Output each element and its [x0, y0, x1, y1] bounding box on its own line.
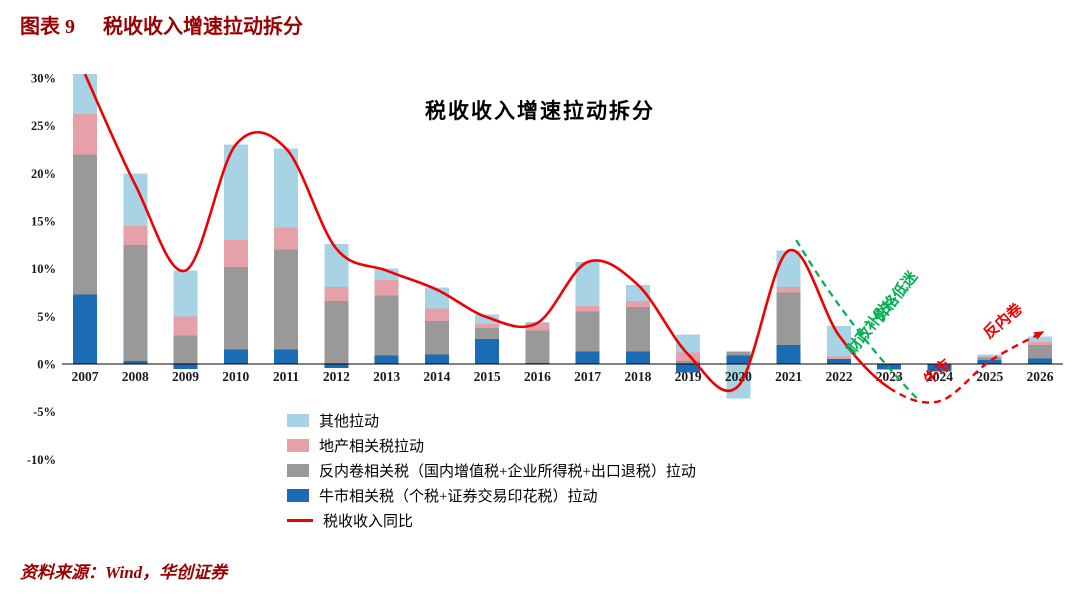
legend-swatch-other — [287, 414, 309, 427]
svg-text:2017: 2017 — [574, 369, 601, 384]
legend-swatch-bull-market-tax — [287, 489, 309, 502]
svg-text:2022: 2022 — [825, 369, 852, 384]
figure-header: 图表 9 税收收入增速拉动拆分 — [20, 10, 303, 39]
svg-text:-5%: -5% — [33, 405, 56, 419]
svg-text:2016: 2016 — [524, 369, 551, 384]
svg-text:2012: 2012 — [323, 369, 350, 384]
legend: 其他拉动 地产相关税拉动 反内卷相关税（国内增值税+企业所得税+出口退税）拉动 … — [287, 408, 696, 533]
legend-label-bull-market-tax: 牛市相关税（个税+证券交易印花税）拉动 — [319, 489, 598, 505]
svg-text:10%: 10% — [31, 262, 56, 276]
legend-item-anti-involution-tax: 反内卷相关税（国内增值税+企业所得税+出口退税）拉动 — [287, 458, 696, 483]
figure-number-label: 图表 9 — [20, 16, 75, 38]
legend-swatch-anti-involution-tax — [287, 464, 309, 477]
legend-item-tax-yoy-line: 税收收入同比 — [287, 508, 696, 533]
svg-text:2021: 2021 — [775, 369, 802, 384]
svg-text:2026: 2026 — [1027, 369, 1054, 384]
svg-text:2010: 2010 — [222, 369, 249, 384]
svg-text:2018: 2018 — [624, 369, 651, 384]
svg-text:30%: 30% — [31, 72, 56, 86]
svg-text:0%: 0% — [37, 358, 56, 372]
svg-text:2020: 2020 — [725, 369, 752, 384]
svg-text:2007: 2007 — [72, 369, 99, 384]
source-note: 资料来源：Wind，华创证券 — [20, 563, 228, 582]
legend-label-property-tax: 地产相关税拉动 — [319, 439, 425, 455]
svg-text:2009: 2009 — [172, 369, 199, 384]
legend-label-anti-involution-tax: 反内卷相关税（国内增值税+企业所得税+出口退税）拉动 — [319, 464, 696, 480]
legend-item-property-tax: 地产相关税拉动 — [287, 433, 696, 458]
svg-text:25%: 25% — [31, 119, 56, 133]
svg-text:2014: 2014 — [423, 369, 450, 384]
svg-text:2023: 2023 — [876, 369, 903, 384]
svg-text:2024: 2024 — [926, 369, 953, 384]
svg-text:2013: 2013 — [373, 369, 400, 384]
legend-swatch-tax-yoy-line — [287, 519, 313, 522]
svg-text:20%: 20% — [31, 167, 56, 181]
svg-text:2019: 2019 — [675, 369, 702, 384]
svg-text:2011: 2011 — [273, 369, 300, 384]
chart-inner-title: 税收收入增速拉动拆分 — [425, 100, 655, 123]
svg-text:2025: 2025 — [976, 369, 1003, 384]
legend-label-tax-yoy-line: 税收收入同比 — [323, 514, 414, 530]
svg-text:-10%: -10% — [27, 453, 56, 467]
svg-text:15%: 15% — [31, 215, 56, 229]
svg-text:5%: 5% — [37, 310, 56, 324]
legend-label-other: 其他拉动 — [319, 414, 380, 430]
legend-item-other: 其他拉动 — [287, 408, 696, 433]
svg-text:2015: 2015 — [474, 369, 501, 384]
legend-swatch-property-tax — [287, 439, 309, 452]
figure-title-text: 税收收入增速拉动拆分 — [103, 16, 303, 38]
svg-text:2008: 2008 — [122, 369, 149, 384]
legend-item-bull-market-tax: 牛市相关税（个税+证券交易印花税）拉动 — [287, 483, 696, 508]
